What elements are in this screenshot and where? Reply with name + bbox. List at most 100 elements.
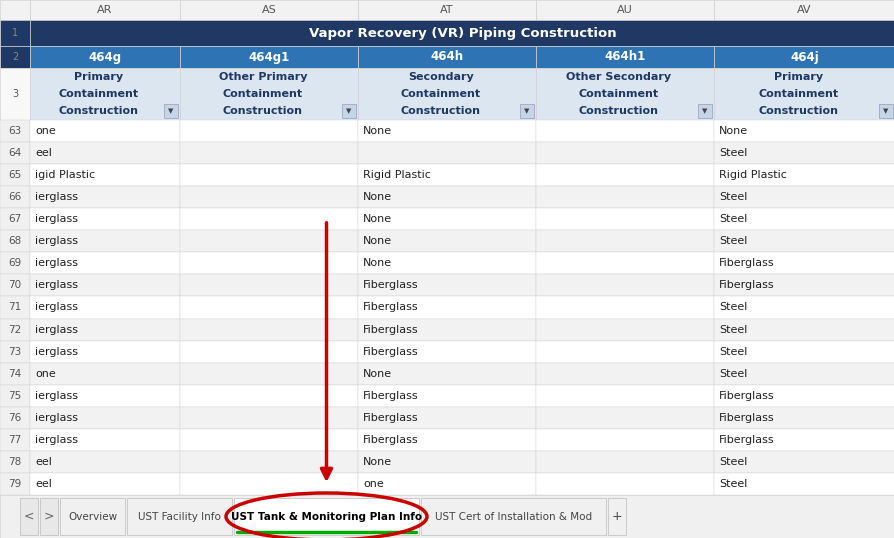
Text: Steel: Steel [718, 457, 746, 467]
Text: 464g: 464g [89, 51, 122, 63]
Text: Construction: Construction [578, 107, 658, 116]
Text: Steel: Steel [718, 369, 746, 379]
Text: Fiberglass: Fiberglass [718, 280, 774, 291]
Bar [536, 429, 713, 451]
Text: 67: 67 [8, 214, 21, 224]
Bar [358, 274, 536, 296]
Bar [180, 296, 358, 318]
Bar [536, 142, 713, 164]
Bar [358, 429, 536, 451]
Bar [180, 407, 358, 429]
Bar [358, 363, 536, 385]
Bar [233, 498, 418, 535]
Bar [536, 451, 713, 473]
Text: 74: 74 [8, 369, 21, 379]
Bar [519, 104, 534, 118]
Bar [0, 142, 30, 164]
Bar [30, 20, 894, 46]
Text: UST Cert of Installation & Mod: UST Cert of Installation & Mod [434, 512, 592, 521]
Bar [358, 296, 536, 318]
Bar [0, 429, 30, 451]
Bar [180, 451, 358, 473]
Text: one: one [363, 479, 384, 489]
Text: AS: AS [261, 5, 276, 15]
Bar [713, 451, 894, 473]
Bar [607, 498, 625, 535]
Bar [713, 385, 894, 407]
Bar [20, 498, 38, 535]
Text: 1: 1 [12, 28, 18, 38]
Bar [713, 68, 894, 120]
Text: ierglass: ierglass [35, 435, 78, 445]
Text: Rigid Plastic: Rigid Plastic [363, 170, 430, 180]
Text: ierglass: ierglass [35, 258, 78, 268]
Text: 69: 69 [8, 258, 21, 268]
Bar [180, 274, 358, 296]
Text: Construction: Construction [59, 107, 139, 116]
Text: AT: AT [440, 5, 453, 15]
Text: 77: 77 [8, 435, 21, 445]
Bar [180, 318, 358, 341]
Bar [358, 120, 536, 142]
Text: 78: 78 [8, 457, 21, 467]
Bar [358, 0, 536, 20]
Bar [358, 142, 536, 164]
Bar [30, 341, 180, 363]
Bar [0, 495, 894, 538]
Bar [180, 429, 358, 451]
Bar [536, 164, 713, 186]
Text: ▼: ▼ [702, 108, 707, 114]
Text: <: < [24, 510, 34, 523]
Text: None: None [363, 126, 392, 136]
Bar [180, 363, 358, 385]
Text: Fiberglass: Fiberglass [363, 391, 418, 401]
Text: eel: eel [35, 148, 52, 158]
Text: None: None [363, 214, 392, 224]
Text: ierglass: ierglass [35, 236, 78, 246]
Text: Steel: Steel [718, 324, 746, 335]
Text: 72: 72 [8, 324, 21, 335]
Bar [536, 186, 713, 208]
Bar [180, 142, 358, 164]
Text: None: None [363, 236, 392, 246]
Bar [713, 164, 894, 186]
Text: Fiberglass: Fiberglass [718, 258, 774, 268]
Bar [30, 208, 180, 230]
Text: +: + [611, 510, 621, 523]
Bar [127, 498, 232, 535]
Bar [180, 164, 358, 186]
Bar [30, 0, 180, 20]
Bar [713, 407, 894, 429]
Text: 68: 68 [8, 236, 21, 246]
Bar [0, 68, 30, 120]
Text: ▼: ▼ [524, 108, 529, 114]
Bar [0, 20, 30, 46]
Bar [30, 274, 180, 296]
Bar [180, 230, 358, 252]
Bar [358, 252, 536, 274]
Bar [0, 341, 30, 363]
Bar [713, 252, 894, 274]
Bar [358, 208, 536, 230]
Text: Containment: Containment [401, 89, 481, 99]
Bar [420, 498, 605, 535]
Bar [0, 318, 30, 341]
Text: AU: AU [617, 5, 632, 15]
Bar [358, 68, 536, 120]
Bar [30, 407, 180, 429]
Text: Primary: Primary [74, 72, 123, 82]
Bar [536, 46, 713, 68]
Text: 464g1: 464g1 [249, 51, 290, 63]
Bar [358, 164, 536, 186]
Bar [0, 296, 30, 318]
Bar [180, 68, 358, 120]
Bar [30, 164, 180, 186]
Text: AR: AR [97, 5, 113, 15]
Bar [358, 385, 536, 407]
Text: Steel: Steel [718, 236, 746, 246]
Text: None: None [718, 126, 747, 136]
Bar [30, 230, 180, 252]
Text: eel: eel [35, 479, 52, 489]
Text: 464j: 464j [789, 51, 818, 63]
Bar [30, 296, 180, 318]
